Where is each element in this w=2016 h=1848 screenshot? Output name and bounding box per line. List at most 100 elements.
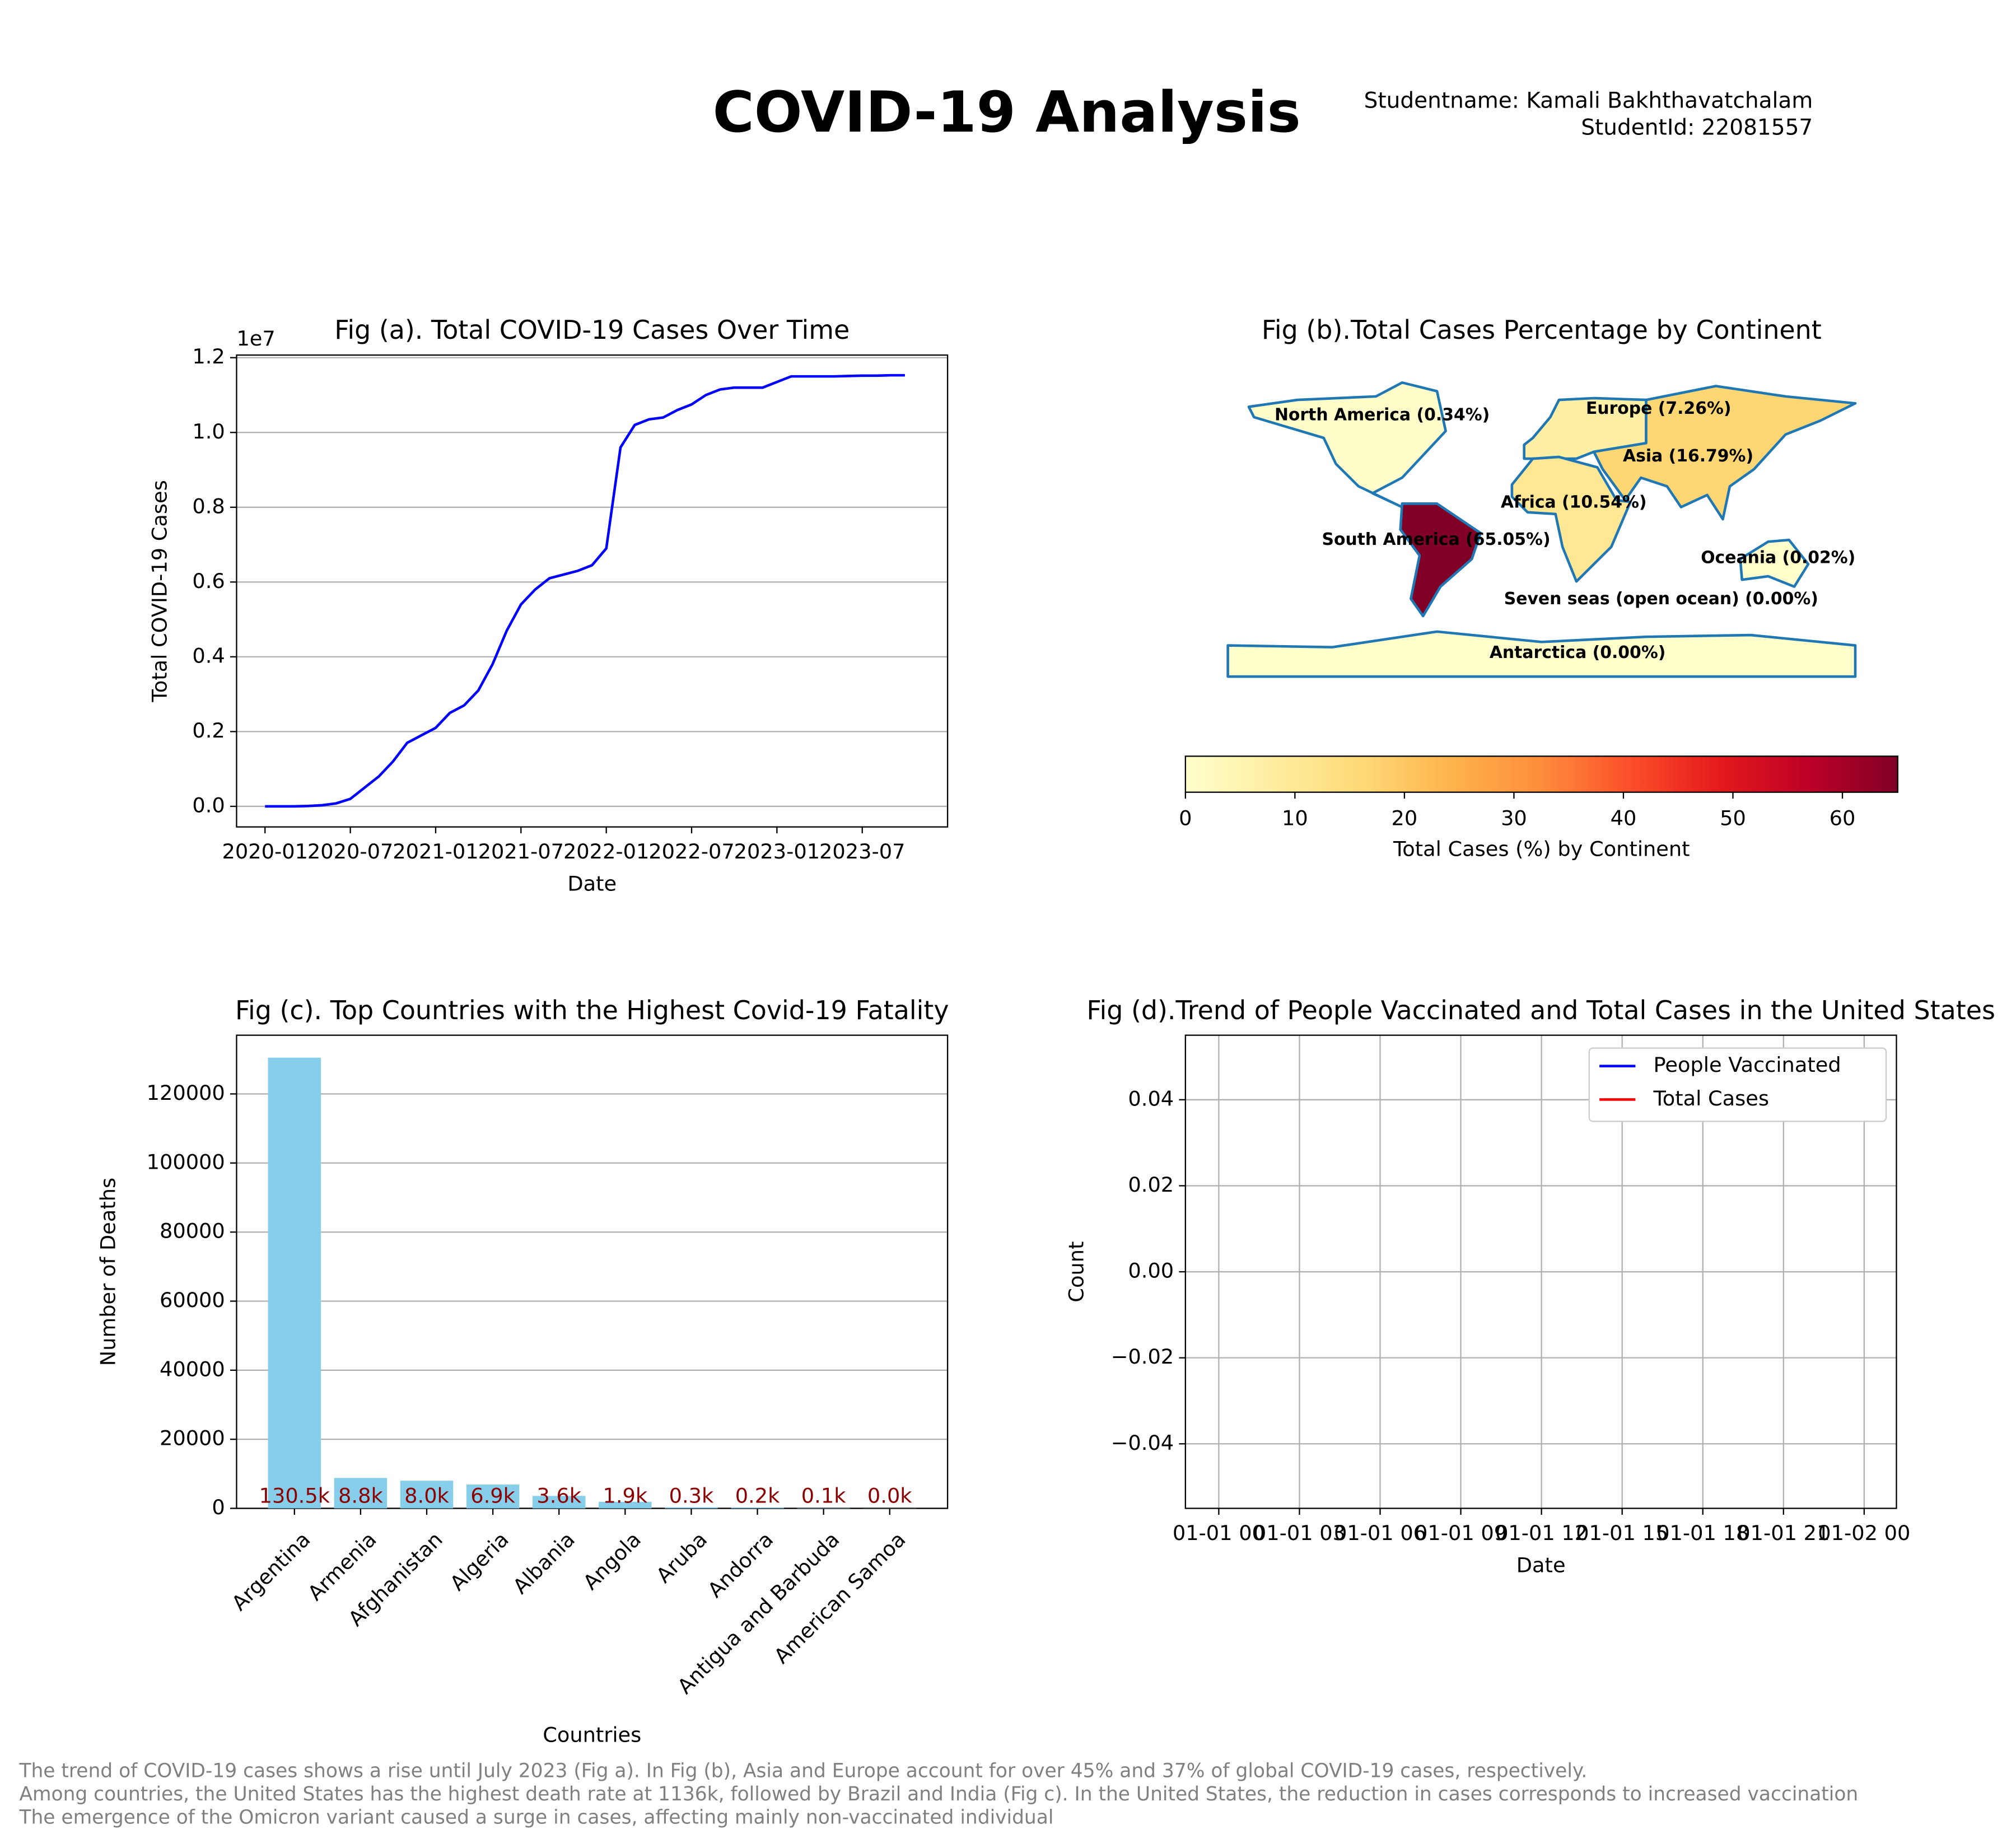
x-tick-label: 01-01 18 [1656, 1521, 1749, 1545]
x-tick-label: 01-01 09 [1415, 1521, 1507, 1545]
colorbar-tick-label: 50 [1720, 806, 1746, 830]
x-axis-label: Date [567, 871, 617, 895]
x-tick-label: 01-01 15 [1576, 1521, 1668, 1545]
bar [400, 1481, 454, 1509]
x-tick-label: 01-02 00 [1818, 1521, 1910, 1545]
bar [797, 1508, 850, 1509]
colorbar-tick-label: 20 [1392, 806, 1418, 830]
y-tick-label: 0 [212, 1495, 225, 1519]
y-tick-label: 120000 [147, 1081, 225, 1105]
y-tick-label: 0.04 [1128, 1086, 1174, 1110]
note: Among countries, the United States has t… [19, 1783, 1858, 1805]
y-axis-label: Count [1064, 1242, 1088, 1303]
legend-box [1588, 1047, 1887, 1122]
colorbar-label: Total Cases (%) by Continent [1393, 837, 1690, 861]
plot-frame [236, 1034, 949, 1509]
y-tick-label: 1.0 [192, 419, 225, 444]
chart-title: Fig (b).Total Cases Percentage by Contin… [1262, 315, 1822, 345]
continent [1592, 385, 1857, 521]
y-axis-label: Total COVID-19 Cases [147, 480, 171, 702]
continent [1399, 502, 1482, 618]
student-name: Studentname: Kamali Bakhthavatchalam [1364, 88, 1813, 113]
bar [466, 1484, 520, 1509]
value-label: 0.1k [801, 1483, 846, 1508]
note: The emergence of the Omicron variant cau… [18, 1806, 1053, 1828]
legend-label: Total Cases [1653, 1086, 1769, 1110]
continent-label: Antarctica (0.00%) [1490, 643, 1666, 662]
x-tick-label: 2020-07 [307, 839, 393, 864]
y-tick-label: 80000 [160, 1219, 225, 1243]
plot-frame [1184, 1034, 1897, 1509]
chart-title: Fig (d).Trend of People Vaccinated and T… [1086, 995, 1995, 1025]
continent [1226, 630, 1857, 678]
page-title: COVID-19 Analysis [713, 79, 1301, 145]
value-label: 130.5k [259, 1483, 330, 1508]
y-tick-label: 0.6 [192, 569, 225, 593]
x-tick-label: 01-01 00 [1173, 1521, 1265, 1545]
x-tick-label: 01-01 03 [1253, 1521, 1346, 1545]
bar [334, 1478, 388, 1509]
value-label: 0.0k [867, 1483, 912, 1508]
note: The trend of COVID-19 cases shows a rise… [18, 1760, 1587, 1782]
bar [532, 1496, 586, 1509]
continent-label: South America (65.05%) [1322, 530, 1550, 549]
value-label: 8.8k [338, 1483, 383, 1508]
continent [1739, 538, 1810, 588]
y-tick-label: 20000 [160, 1426, 225, 1450]
continent-label: Asia (16.79%) [1623, 446, 1753, 466]
colorbar-tick-label: 60 [1830, 806, 1856, 830]
continent-label: Seven seas (open ocean) (0.00%) [1504, 589, 1818, 609]
data-line [265, 374, 905, 808]
y-tick-label: −0.04 [1111, 1431, 1174, 1455]
x-tick-label: 2022-01 [563, 839, 649, 864]
y-offset-label: 1e7 [236, 326, 275, 351]
colorbar-tick-label: 40 [1611, 806, 1637, 830]
student-id: StudentId: 22081557 [1581, 115, 1813, 140]
y-tick-label: 0.0 [192, 793, 225, 817]
chart-title: Fig (c). Top Countries with the Highest … [235, 995, 949, 1025]
colorbar-tick-label: 0 [1179, 806, 1192, 830]
continent-label: North America (0.34%) [1275, 405, 1490, 424]
value-label: 8.0k [404, 1483, 449, 1508]
x-tick-label: 2021-01 [393, 839, 478, 864]
y-tick-label: 0.02 [1128, 1173, 1174, 1197]
colorbar-tick-label: 10 [1282, 806, 1308, 830]
x-tick-label: 2021-07 [478, 839, 564, 864]
x-tick-label: 2022-07 [648, 839, 734, 864]
continent [1247, 381, 1447, 508]
y-tick-label: 0.00 [1128, 1259, 1174, 1283]
bar [268, 1057, 321, 1509]
continent-label: Europe (7.26%) [1586, 399, 1732, 418]
y-tick-label: 0.4 [192, 643, 225, 668]
y-tick-label: 60000 [160, 1288, 225, 1312]
bar [665, 1507, 718, 1509]
value-label: 1.9k [603, 1483, 647, 1508]
colorbar [1184, 755, 1898, 793]
continent-label: Oceania (0.02%) [1701, 548, 1855, 567]
y-tick-label: −0.02 [1111, 1345, 1174, 1369]
x-tick-label: 01-01 21 [1737, 1521, 1830, 1545]
x-tick-label: 01-01 06 [1334, 1521, 1426, 1545]
value-label: 3.6k [536, 1483, 581, 1508]
continent [1523, 396, 1648, 460]
value-label: 0.3k [669, 1483, 714, 1508]
y-tick-label: 40000 [160, 1357, 225, 1381]
continent [1510, 455, 1632, 583]
x-tick-label: 2023-07 [819, 839, 905, 864]
y-tick-label: 100000 [147, 1150, 225, 1174]
y-tick-label: 1.2 [192, 344, 225, 368]
x-axis-label: Date [1516, 1553, 1566, 1577]
y-tick-label: 0.8 [192, 494, 225, 518]
y-axis-label: Number of Deaths [96, 1178, 120, 1366]
x-tick-label: 01-01 12 [1495, 1521, 1588, 1545]
colorbar-tick-label: 30 [1501, 806, 1527, 830]
legend-label: People Vaccinated [1654, 1053, 1841, 1077]
chart-title: Fig (a). Total COVID-19 Cases Over Time [334, 315, 850, 345]
value-label: 6.9k [470, 1483, 515, 1508]
x-tick-label: 2023-01 [734, 839, 820, 864]
plot-frame [236, 354, 949, 828]
bar [599, 1501, 652, 1509]
